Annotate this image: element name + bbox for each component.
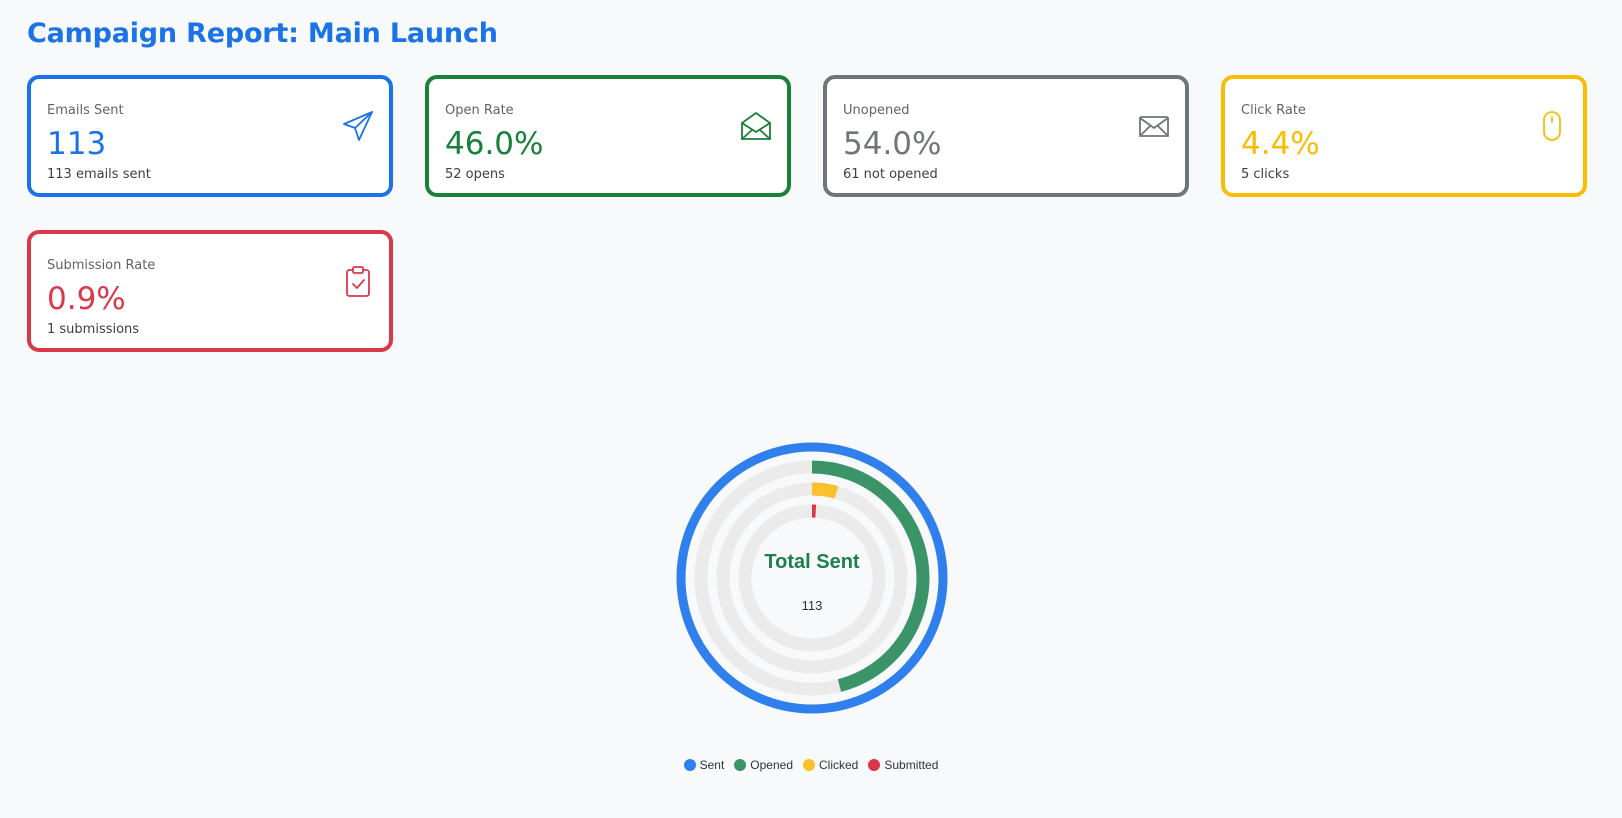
- legend-label: Sent: [699, 758, 725, 772]
- clipboard-check-icon: [341, 264, 375, 298]
- card-label: Emails Sent: [47, 103, 124, 118]
- unopened-card: Unopened 54.0% 61 not opened: [823, 75, 1189, 197]
- card-value: 46.0%: [445, 126, 544, 162]
- ring-track-sent: [676, 442, 948, 714]
- legend-dot: [734, 759, 747, 771]
- ring-arc-clicked: [811, 482, 839, 499]
- chart-legend: Sent Opened Clicked Submitted: [0, 758, 1622, 772]
- card-label: Submission Rate: [47, 258, 156, 273]
- card-value: 4.4%: [1241, 126, 1320, 162]
- chart-center-title: Total Sent: [764, 551, 860, 573]
- ring-arc-opened: [811, 460, 930, 692]
- legend-item-opened[interactable]: Opened: [734, 758, 793, 772]
- open-envelope-icon: [739, 109, 773, 143]
- legend-dot: [683, 759, 696, 771]
- legend-dot: [868, 759, 881, 771]
- paper-plane-icon: [341, 109, 375, 143]
- card-value: 113: [47, 126, 107, 162]
- legend-item-submitted[interactable]: Submitted: [868, 758, 938, 772]
- ring-arc-sent: [676, 442, 948, 714]
- ring-track-opened: [694, 460, 930, 696]
- card-subtext: 113 emails sent: [47, 167, 151, 182]
- mouse-icon: [1535, 109, 1569, 143]
- legend-dot: [803, 759, 815, 771]
- card-label: Unopened: [843, 103, 910, 118]
- closed-envelope-icon: [1137, 109, 1171, 143]
- ring-track-clicked: [716, 482, 908, 674]
- card-label: Click Rate: [1241, 103, 1306, 118]
- card-value: 54.0%: [843, 126, 942, 162]
- card-subtext: 1 submissions: [47, 322, 140, 337]
- legend-label: Submitted: [884, 758, 939, 772]
- legend-item-sent[interactable]: Sent: [683, 758, 725, 772]
- click-rate-card: Click Rate 4.4% 5 clicks: [1221, 75, 1587, 197]
- ring-track-submitted: [738, 504, 886, 652]
- open-rate-card: Open Rate 46.0% 52 opens: [425, 75, 791, 197]
- legend-label: Opened: [750, 758, 793, 772]
- chart-center-value: 113: [802, 598, 823, 613]
- legend-item-clicked[interactable]: Clicked: [803, 758, 858, 772]
- submission-rate-card: Submission Rate 0.9% 1 submissions: [27, 230, 393, 352]
- card-subtext: 5 clicks: [1241, 167, 1290, 182]
- emails-sent-card: Emails Sent 113 113 emails sent: [27, 75, 393, 197]
- card-label: Open Rate: [445, 103, 514, 118]
- card-subtext: 61 not opened: [843, 167, 938, 182]
- card-value: 0.9%: [47, 281, 126, 317]
- page-title: Campaign Report: Main Launch: [27, 18, 498, 49]
- card-subtext: 52 opens: [445, 167, 505, 182]
- legend-label: Clicked: [819, 758, 859, 772]
